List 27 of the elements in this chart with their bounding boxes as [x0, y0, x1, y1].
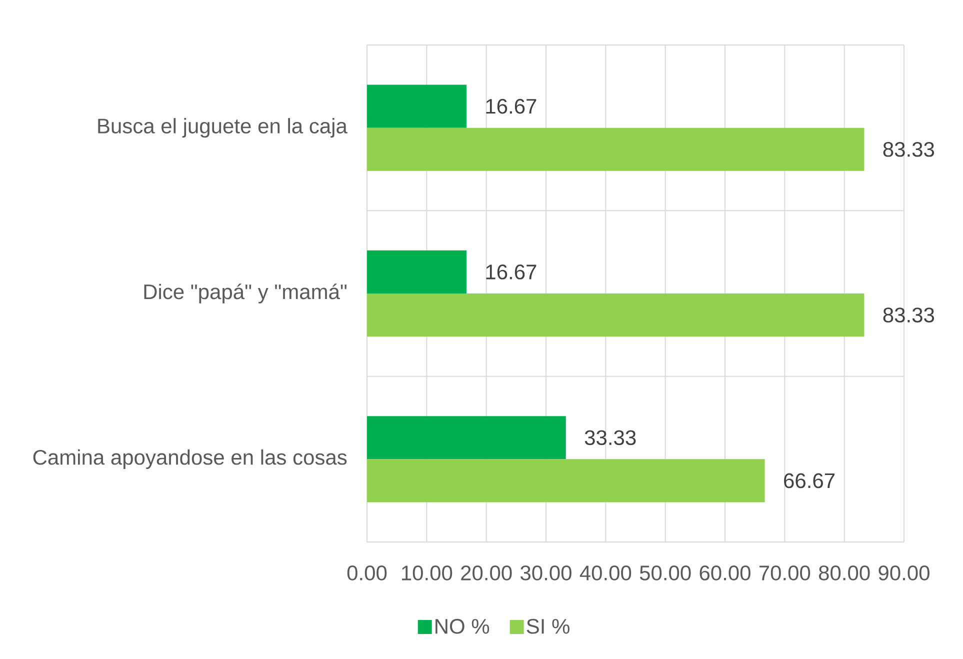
- data-label: 83.33: [883, 308, 934, 322]
- legend-label: SI %: [526, 618, 570, 634]
- y-tick-label: Camina apoyandose en las cosas: [33, 449, 347, 469]
- x-tick-label: 90.00: [878, 566, 930, 580]
- x-tick-label: 20.00: [461, 566, 512, 580]
- data-label: 33.33: [584, 430, 636, 446]
- data-label: 83.33: [883, 142, 934, 157]
- x-tick-label: 10.00: [402, 566, 452, 580]
- y-tick-label: Busca el juguete en la caja: [98, 118, 348, 138]
- y-tick-label: Dice "papá" y "mamá": [144, 284, 347, 304]
- x-tick-label: 0.00: [347, 566, 387, 580]
- x-tick-label: 40.00: [580, 566, 632, 580]
- x-tick-label: 30.00: [520, 566, 572, 580]
- legend-label: NO %: [436, 618, 490, 634]
- data-label: 16.67: [486, 264, 536, 280]
- x-tick-label: 70.00: [759, 566, 810, 580]
- bar: [367, 250, 466, 294]
- bar: [367, 416, 566, 460]
- data-label: 66.67: [784, 473, 834, 488]
- bar: [367, 128, 864, 171]
- bar: [367, 294, 864, 337]
- data-label: 16.67: [486, 98, 536, 114]
- x-tick-label: 80.00: [818, 566, 870, 580]
- x-tick-label: 60.00: [700, 566, 750, 580]
- bar: [367, 459, 765, 502]
- x-tick-label: 50.00: [640, 566, 691, 580]
- bar: [367, 84, 466, 128]
